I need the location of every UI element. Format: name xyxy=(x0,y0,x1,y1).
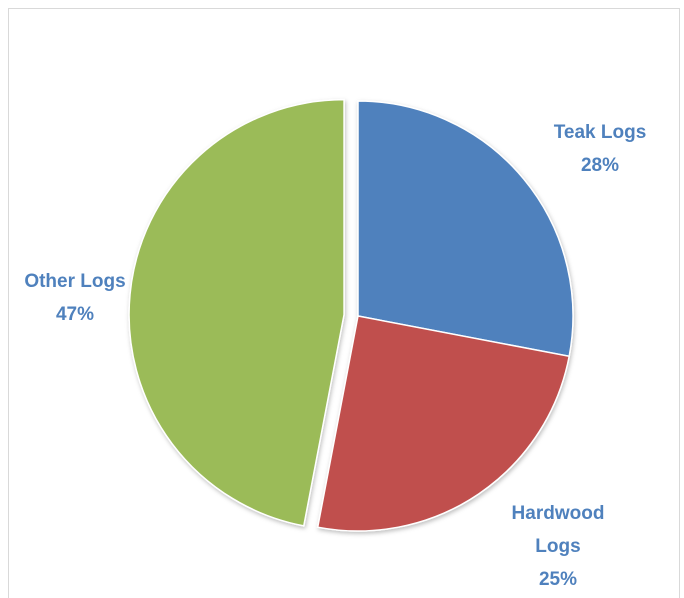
slice-label-teak-logs-value: 28% xyxy=(580,155,620,176)
slice-label-hardwood-logs-name: Hardwood xyxy=(511,503,605,524)
pie-slice-other-logs xyxy=(128,98,345,527)
slice-label-hardwood-logs: Hardwood Logs 25% xyxy=(493,497,623,596)
slice-label-other-logs: Other Logs 47% xyxy=(10,265,140,331)
pie-slice-teak-logs xyxy=(357,100,574,358)
slice-label-hardwood-logs-name-2: Logs xyxy=(535,536,581,557)
slice-label-other-logs-name: Other Logs xyxy=(24,271,126,292)
slice-label-hardwood-logs-value: 25% xyxy=(538,569,578,590)
slice-label-other-logs-value: 47% xyxy=(55,304,95,325)
slice-label-teak-logs: Teak Logs 28% xyxy=(535,116,665,182)
slice-label-teak-logs-name: Teak Logs xyxy=(553,122,647,143)
pie-slice-hardwood-logs xyxy=(316,315,571,532)
